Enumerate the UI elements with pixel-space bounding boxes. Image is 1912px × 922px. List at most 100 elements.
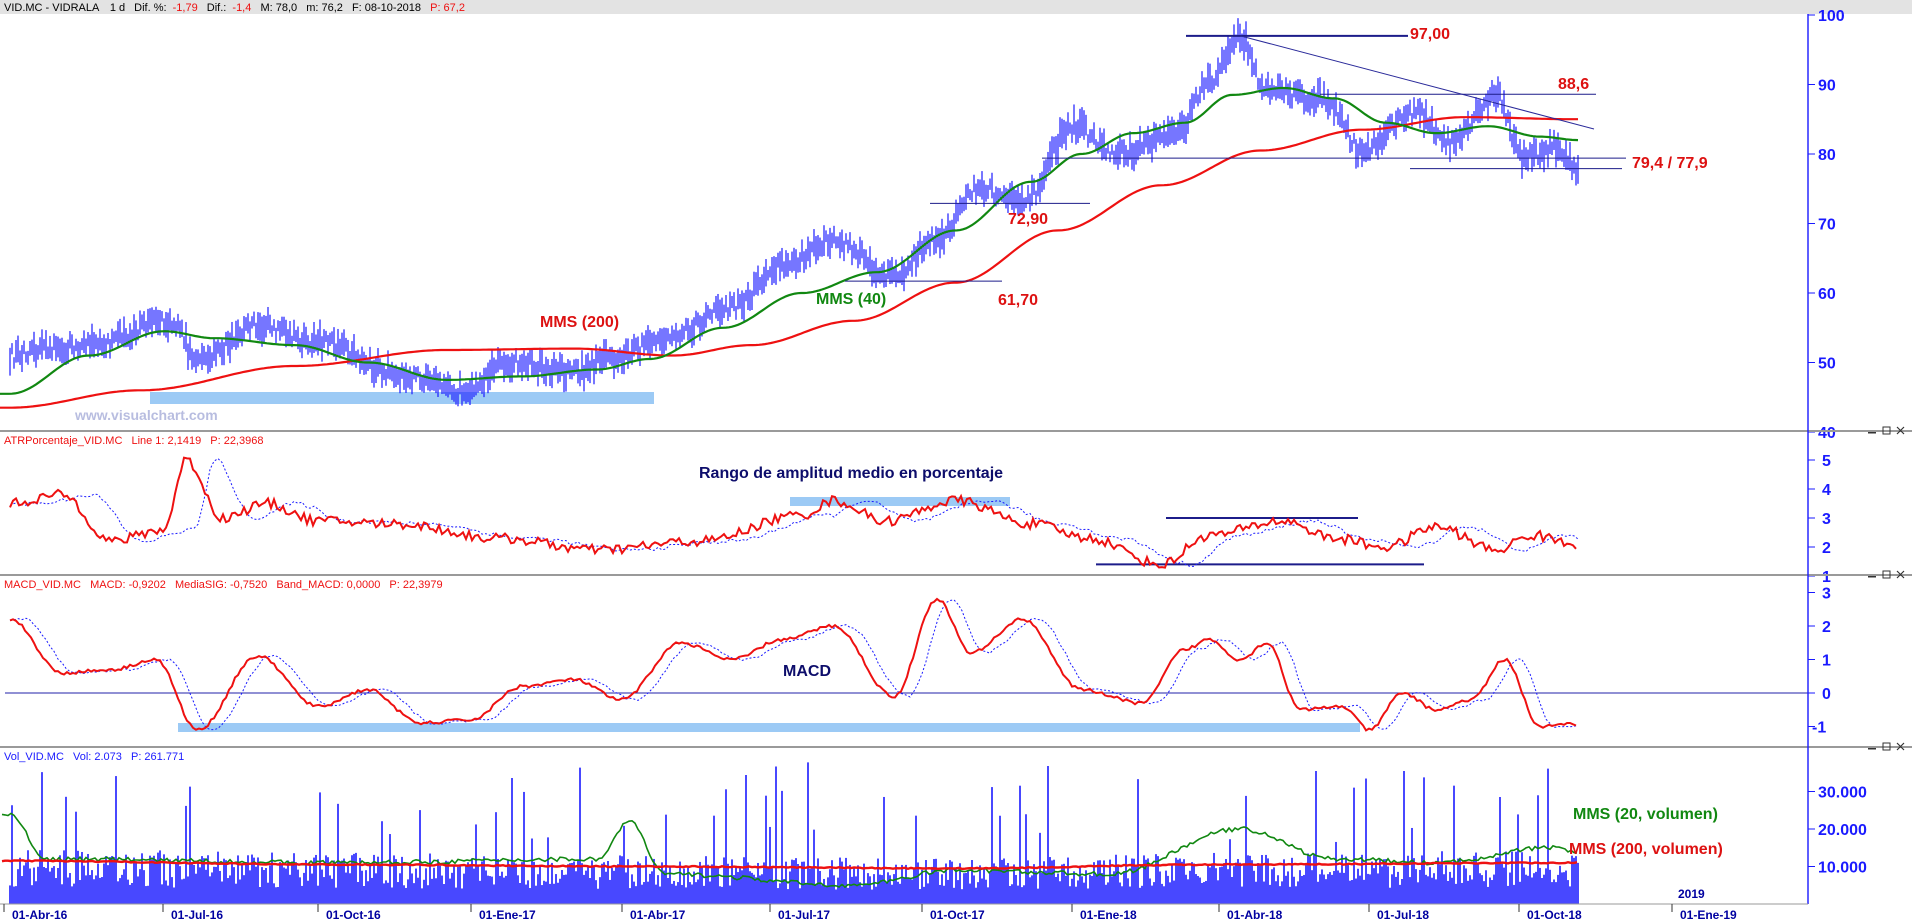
price-header-dif-label: Dif.: (207, 2, 227, 14)
x-tick-label: 01-Ene-18 (1080, 908, 1137, 922)
atr-y-tick-label: 5 (1822, 453, 1831, 470)
price-header-dif-pct-label: Dif. %: (134, 2, 166, 14)
macd-panel: MACD_VID.MC MACD: -0,9202 MediaSIG: -0,7… (0, 574, 1912, 737)
macd-header-value: MACD: -0,9202 (90, 579, 166, 591)
mms200-line (0, 116, 1578, 409)
price-y-tick-label: 60 (1818, 286, 1836, 303)
volume-mms20-line (1, 812, 1578, 889)
atr-y-tick-label: 1 (1822, 569, 1831, 586)
macd-highlight-zone (178, 723, 1360, 732)
macd-separator (0, 574, 1912, 576)
atr-y-tick-label: 2 (1822, 540, 1831, 557)
atr-y-tick-label: 4 (1822, 482, 1831, 499)
volume-header-vol: Vol: 2.073 (73, 751, 122, 763)
price-header-interval: 1 d (110, 2, 125, 14)
x-tick-label: 01-Oct-18 (1527, 908, 1582, 922)
atr-panel: ATRPorcentaje_VID.MC Line 1: 2,1419 P: 2… (0, 430, 1912, 586)
price-header-p: P: 67,2 (430, 2, 465, 14)
minimize-icon (1868, 432, 1876, 434)
x-tick-label: 01-Ene-19 (1680, 908, 1737, 922)
atr-header: ATRPorcentaje_VID.MC Line 1: 2,1419 P: 2… (4, 435, 263, 447)
price-y-tick-label: 70 (1818, 217, 1836, 234)
volume-y-tick-label: 20.000 (1818, 822, 1867, 839)
close-icon (1896, 426, 1905, 435)
mms40-label: MMS (40) (816, 291, 886, 308)
watermark: www.visualchart.com (74, 407, 218, 423)
macd-line (9, 597, 1577, 732)
minimize-icon (1868, 576, 1876, 578)
atr-highlight-zone (790, 497, 1010, 506)
x-year-label: 2019 (1678, 887, 1705, 901)
macd-title: MACD (783, 663, 831, 680)
level-97-label: 97,00 (1410, 26, 1450, 43)
x-tick-label: 01-Jul-18 (1377, 908, 1429, 922)
x-tick-label: 01-Jul-17 (778, 908, 830, 922)
price-y-tick-label: 80 (1818, 147, 1836, 164)
maximize-icon (1882, 742, 1891, 751)
close-icon (1896, 570, 1905, 579)
price-header: VID.MC - VIDRALA 1 d Dif. %: -1,79 Dif.:… (4, 2, 465, 14)
macd-y-tick-label: 1 (1822, 653, 1831, 670)
volume-mms200-line (1, 859, 1578, 871)
volume-header-p: P: 261.771 (131, 751, 184, 763)
price-y-tick-label: 50 (1818, 356, 1836, 373)
volume-separator (0, 746, 1912, 748)
price-panel: VID.MC - VIDRALA 1 d Dif. %: -1,79 Dif.:… (0, 0, 1912, 442)
volume-header: Vol_VID.MC Vol: 2.073 P: 261.771 (4, 751, 184, 763)
close-icon (1896, 742, 1905, 751)
atr-header-p: P: 22,3968 (210, 435, 263, 447)
mms200-label: MMS (200) (540, 314, 619, 331)
volume-panel: Vol_VID.MC Vol: 2.073 P: 261.771 30.000 2… (0, 746, 1912, 904)
mms40-line (0, 86, 1579, 395)
maximize-icon (1882, 426, 1891, 435)
x-tick-label: 01-Oct-16 (326, 908, 381, 922)
price-header-max: M: 78,0 (260, 2, 297, 14)
level-794-779-label: 79,4 / 77,9 (1632, 155, 1708, 172)
vol-mms20-label: MMS (20, volumen) (1573, 806, 1718, 823)
atr-header-line1: Line 1: 2,1419 (131, 435, 201, 447)
maximize-icon (1882, 570, 1891, 579)
volume-header-name: Vol_VID.MC (4, 751, 64, 763)
volume-y-tick-label: 10.000 (1818, 860, 1867, 877)
vol-mms200-label: MMS (200, volumen) (1569, 841, 1723, 858)
price-header-dif-pct-value: -1,79 (173, 2, 198, 14)
x-tick-label: 01-Oct-17 (930, 908, 985, 922)
macd-header: MACD_VID.MC MACD: -0,9202 MediaSIG: -0,7… (4, 579, 443, 591)
support-zone-2016 (150, 392, 654, 404)
macd-signal-line (9, 599, 1579, 731)
price-y-tick-label: 40 (1818, 425, 1836, 442)
x-tick-label: 01-Abr-17 (630, 908, 686, 922)
price-header-min: m: 76,2 (306, 2, 343, 14)
x-tick-label: 01-Abr-18 (1227, 908, 1283, 922)
macd-y-tick-label: 3 (1822, 586, 1831, 603)
atr-separator (0, 430, 1912, 432)
x-tick-label: 01-Jul-16 (171, 908, 223, 922)
price-header-bar (0, 0, 1912, 14)
price-header-dif-value: -1,4 (232, 2, 251, 14)
price-y-tick-label: 90 (1818, 78, 1836, 95)
price-header-date: F: 08-10-2018 (352, 2, 421, 14)
x-axis: 01-Abr-16 01-Jul-16 01-Oct-16 01-Ene-17 01-A… (0, 887, 1808, 922)
level-7290-label: 72,90 (1008, 211, 1048, 228)
x-tick-label: 01-Abr-16 (12, 908, 68, 922)
macd-header-p: P: 22,3979 (389, 579, 442, 591)
level-886-label: 88,6 (1558, 76, 1589, 93)
atr-line (9, 456, 1577, 569)
resistance-trendline (1240, 35, 1595, 130)
macd-header-band: Band_MACD: 0,0000 (276, 579, 380, 591)
minimize-icon (1868, 748, 1876, 750)
macd-header-signal: MediaSIG: -0,7520 (175, 579, 267, 591)
macd-y-tick-label: 2 (1822, 619, 1831, 636)
atr-header-name: ATRPorcentaje_VID.MC (4, 435, 122, 447)
macd-y-tick-label: 0 (1822, 686, 1831, 703)
x-tick-label: 01-Ene-17 (479, 908, 536, 922)
price-header-symbol: VID.MC - VIDRALA (4, 2, 100, 14)
volume-y-tick-label: 30.000 (1818, 785, 1867, 802)
atr-title: Rango de amplitud medio en porcentaje (699, 465, 1003, 482)
macd-header-name: MACD_VID.MC (4, 579, 81, 591)
macd-y-tick-label: -1 (1812, 720, 1826, 737)
level-6170-label: 61,70 (998, 292, 1038, 309)
price-y-tick-label: 100 (1818, 8, 1845, 25)
atr-y-tick-label: 3 (1822, 511, 1831, 528)
